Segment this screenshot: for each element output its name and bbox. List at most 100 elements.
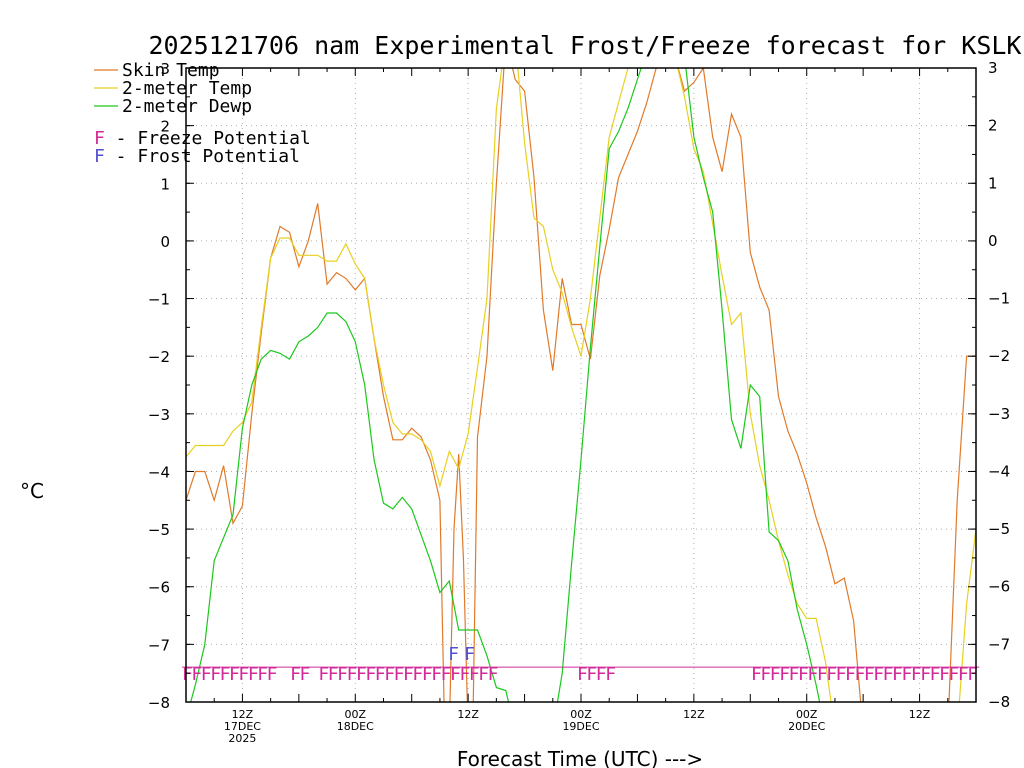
y-tick-label: −5 xyxy=(148,521,170,539)
freeze-potential-marker: F xyxy=(220,664,231,685)
y-tick-label: −1 xyxy=(148,291,170,309)
freeze-potential-marker: F xyxy=(826,664,837,685)
freeze-potential-marker: F xyxy=(478,664,489,685)
freeze-potential-marker: F xyxy=(883,664,894,685)
freeze-potential-marker: F xyxy=(967,664,978,685)
y-tick-label: −7 xyxy=(988,635,1010,653)
freeze-potential-marker: F xyxy=(807,664,818,685)
x-tick-label: 20DEC xyxy=(788,720,825,733)
y-tick-label: −8 xyxy=(988,693,1010,711)
freeze-potential-marker: F xyxy=(901,664,912,685)
freeze-potential-marker: F xyxy=(328,664,339,685)
freeze-potential-marker: F xyxy=(854,664,865,685)
y-tick-label: 3 xyxy=(160,60,170,78)
freeze-potential-marker: F xyxy=(459,664,470,685)
x-tick-label: 12Z xyxy=(909,708,931,721)
freeze-potential-marker: F xyxy=(577,664,588,685)
freeze-potential-marker: F xyxy=(779,664,790,685)
y-tick-label: −3 xyxy=(988,405,1010,423)
y-tick-label: −4 xyxy=(148,463,170,481)
y-tick-label: −8 xyxy=(148,694,170,712)
freeze-potential-marker: F xyxy=(864,664,875,685)
freeze-potential-marker: F xyxy=(789,664,800,685)
legend-marker-letter: F xyxy=(94,146,105,167)
freeze-potential-marker: F xyxy=(210,664,221,685)
freeze-potential-marker: F xyxy=(441,664,452,685)
y-tick-label: 2 xyxy=(988,117,998,135)
freeze-potential-marker: F xyxy=(431,664,442,685)
freeze-potential-marker: F xyxy=(412,664,423,685)
legend-marker-letter: F xyxy=(94,128,105,149)
freeze-potential-marker: F xyxy=(384,664,395,685)
x-tick-label: 18DEC xyxy=(337,720,374,733)
x-tick-label: 00Z xyxy=(345,708,367,721)
freeze-potential-marker: F xyxy=(836,664,847,685)
freeze-potential-marker: F xyxy=(596,664,607,685)
y-tick-label: −4 xyxy=(988,462,1010,480)
x-tick-label: 00Z xyxy=(570,708,592,721)
freeze-potential-marker: F xyxy=(488,664,499,685)
frost-potential-marker: F xyxy=(464,644,475,665)
y-tick-label: −6 xyxy=(988,578,1010,596)
y-tick-label: −1 xyxy=(988,290,1010,308)
y-tick-label: −3 xyxy=(148,406,170,424)
freeze-potential-marker: F xyxy=(911,664,922,685)
y-tick-label: 0 xyxy=(160,233,170,251)
freeze-potential-marker: F xyxy=(267,664,278,685)
legend-marker-0: F - Freeze Potential xyxy=(94,128,311,149)
x-tick-label: 17DEC xyxy=(224,720,261,733)
freeze-potential-marker: F xyxy=(318,664,329,685)
freeze-potential-marker: F xyxy=(182,664,193,685)
legend-marker-text: - Freeze Potential xyxy=(105,128,311,149)
x-axis-label: Forecast Time (UTC) ---> xyxy=(457,747,703,768)
y-tick-label: 2 xyxy=(160,118,170,136)
freeze-potential-marker: F xyxy=(365,664,376,685)
y-axis-left: 3 2 1 0 −1 −2 −3 −4 −5 −6 −7 −8 xyxy=(148,60,194,712)
y-tick-label: −7 xyxy=(148,636,170,654)
frost-potential-marker: F xyxy=(448,644,459,665)
freeze-potential-marker: F xyxy=(403,664,414,685)
y-tick-label: 3 xyxy=(988,59,998,77)
freeze-potential-marker: F xyxy=(191,664,202,685)
freeze-potential-marker: F xyxy=(248,664,259,685)
freeze-potential-marker: F xyxy=(770,664,781,685)
freeze-potential-marker: F xyxy=(948,664,959,685)
grid-lines xyxy=(186,68,976,702)
freeze-potential-marker: F xyxy=(300,664,311,685)
freeze-potential-marker: F xyxy=(238,664,249,685)
freeze-potential-marker: F xyxy=(892,664,903,685)
y-tick-label: −5 xyxy=(988,520,1010,538)
freeze-potential-marker: F xyxy=(920,664,931,685)
freeze-potential-marker: F xyxy=(873,664,884,685)
freeze-potential-marker: F xyxy=(798,664,809,685)
legend-marker-text: - Frost Potential xyxy=(105,146,300,167)
freeze-potential-marker: F xyxy=(930,664,941,685)
y-axis-unit: °C xyxy=(20,479,44,503)
y-tick-label: −6 xyxy=(148,579,170,597)
freeze-potential-marker: F xyxy=(845,664,856,685)
freeze-potential-marker: F xyxy=(817,664,828,685)
freeze-potential-marker: F xyxy=(450,664,461,685)
x-tick-label: 12Z xyxy=(457,708,479,721)
legend-label: Skin Temp xyxy=(122,60,220,81)
freeze-potential-marker: F xyxy=(394,664,405,685)
y-tick-label: −2 xyxy=(988,347,1010,365)
freeze-potential-marker: F xyxy=(347,664,358,685)
x-tick-label: 12Z xyxy=(232,708,254,721)
freeze-potential-marker: F xyxy=(586,664,597,685)
series-line-2-meter-temp xyxy=(186,68,976,702)
freeze-potential-marker: F xyxy=(290,664,301,685)
legend-label: 2-meter Temp xyxy=(122,78,252,99)
chart-title: 2025121706 nam Experimental Frost/Freeze… xyxy=(149,31,1022,60)
y-axis-right: 3 2 1 0 −1 −2 −3 −4 −5 −6 −7 −8 xyxy=(968,59,1010,711)
legend-marker-1: F - Frost Potential xyxy=(94,146,300,167)
y-tick-label: 1 xyxy=(988,174,998,192)
freeze-potential-marker: F xyxy=(257,664,268,685)
freeze-potential-marker: F xyxy=(337,664,348,685)
y-tick-label: 1 xyxy=(160,175,170,193)
x-tick-label: 19DEC xyxy=(562,720,599,733)
